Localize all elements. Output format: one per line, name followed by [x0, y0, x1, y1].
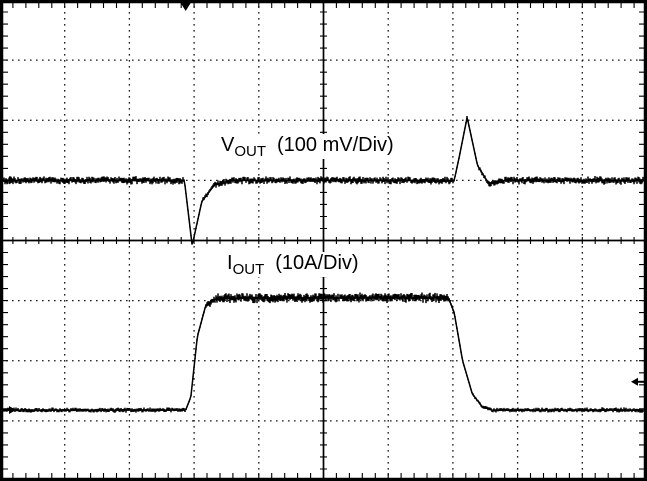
- iout-label: IOUT (10A/Div): [224, 252, 362, 277]
- right-edge-marker: [631, 377, 638, 386]
- trigger-position-marker: [180, 3, 191, 11]
- vout-label: VOUT (100 mV/Div): [218, 134, 397, 159]
- iout-subscript: OUT: [232, 261, 265, 278]
- center-axis-ticks: [12, 11, 635, 470]
- vout-symbol: V: [221, 134, 235, 156]
- vout-reference-marker: [9, 176, 16, 185]
- vout-subscript: OUT: [234, 143, 267, 160]
- iout-scale: (10A/Div): [275, 252, 359, 274]
- vout-scale: (100 mV/Div): [277, 134, 394, 156]
- iout-symbol: I: [227, 252, 233, 274]
- iout-reference-marker: [9, 406, 16, 415]
